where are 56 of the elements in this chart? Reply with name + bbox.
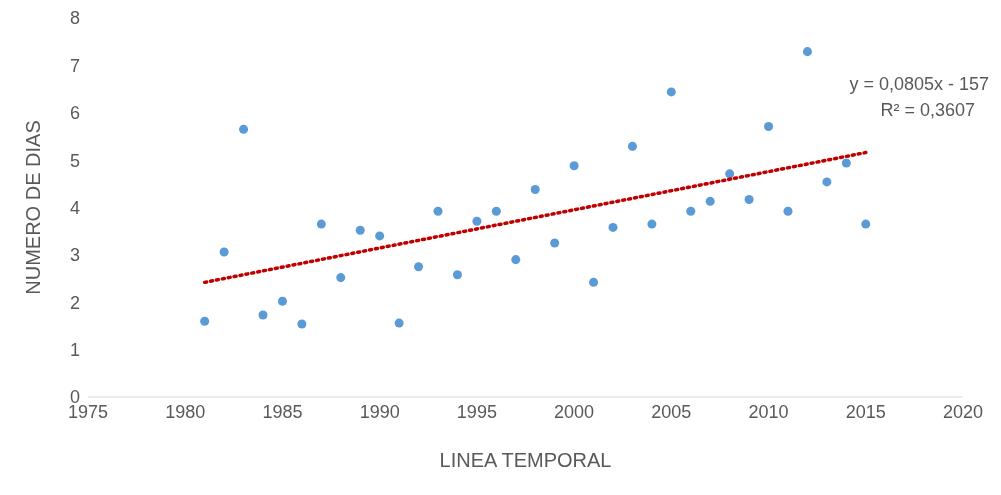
y-tick-label: 3 (69, 245, 80, 266)
point (472, 216, 482, 226)
y-tick-label: 8 (69, 8, 80, 29)
point (550, 238, 560, 248)
y-tick-label: 7 (69, 55, 80, 76)
y-tick-label: 6 (69, 103, 80, 124)
point (452, 270, 462, 280)
point (375, 231, 385, 241)
annotation: R² = 0,3607 (880, 100, 975, 121)
point (627, 141, 637, 151)
point (725, 169, 735, 179)
x-tick-label: 2010 (748, 401, 789, 422)
point (802, 47, 812, 57)
point (491, 206, 501, 216)
annotation: y = 0,0805x - 157 (849, 74, 989, 95)
x-tick-label: 2000 (554, 401, 595, 422)
x-tick-label: 2020 (942, 401, 984, 422)
x-axis-title: LINEA TEMPORAL (439, 449, 612, 471)
point (200, 316, 210, 326)
x-tick-label: 1995 (456, 401, 497, 422)
x-tick-label: 2015 (845, 401, 886, 422)
point (666, 87, 676, 97)
point (705, 196, 715, 206)
y-axis-title: NUMERO DE DIAS (22, 120, 45, 295)
point (277, 296, 287, 306)
point (608, 222, 618, 232)
point (258, 310, 268, 320)
point (316, 219, 326, 229)
point (569, 161, 579, 171)
y-tick-label: 5 (69, 150, 80, 171)
point (530, 184, 540, 194)
x-tick-label: 1990 (359, 401, 400, 422)
point (511, 255, 521, 265)
point (822, 177, 832, 187)
point (394, 318, 404, 328)
point (861, 219, 871, 229)
point (783, 206, 793, 216)
point (414, 262, 424, 272)
point (764, 121, 774, 131)
point (647, 219, 657, 229)
point (841, 158, 851, 168)
point (219, 247, 229, 257)
x-tick-label: 1980 (165, 401, 206, 422)
y-tick-label: 1 (69, 340, 80, 361)
x-tick-label: 1985 (262, 401, 303, 422)
y-tick-label: 4 (69, 197, 80, 218)
x-tick-label: 2005 (651, 401, 692, 422)
point (355, 225, 365, 235)
point (589, 277, 599, 287)
point (336, 273, 346, 283)
point (433, 206, 443, 216)
y-tick-label: 2 (69, 292, 80, 313)
point (686, 206, 696, 216)
point (297, 319, 307, 329)
point (744, 194, 754, 204)
point (239, 124, 249, 134)
